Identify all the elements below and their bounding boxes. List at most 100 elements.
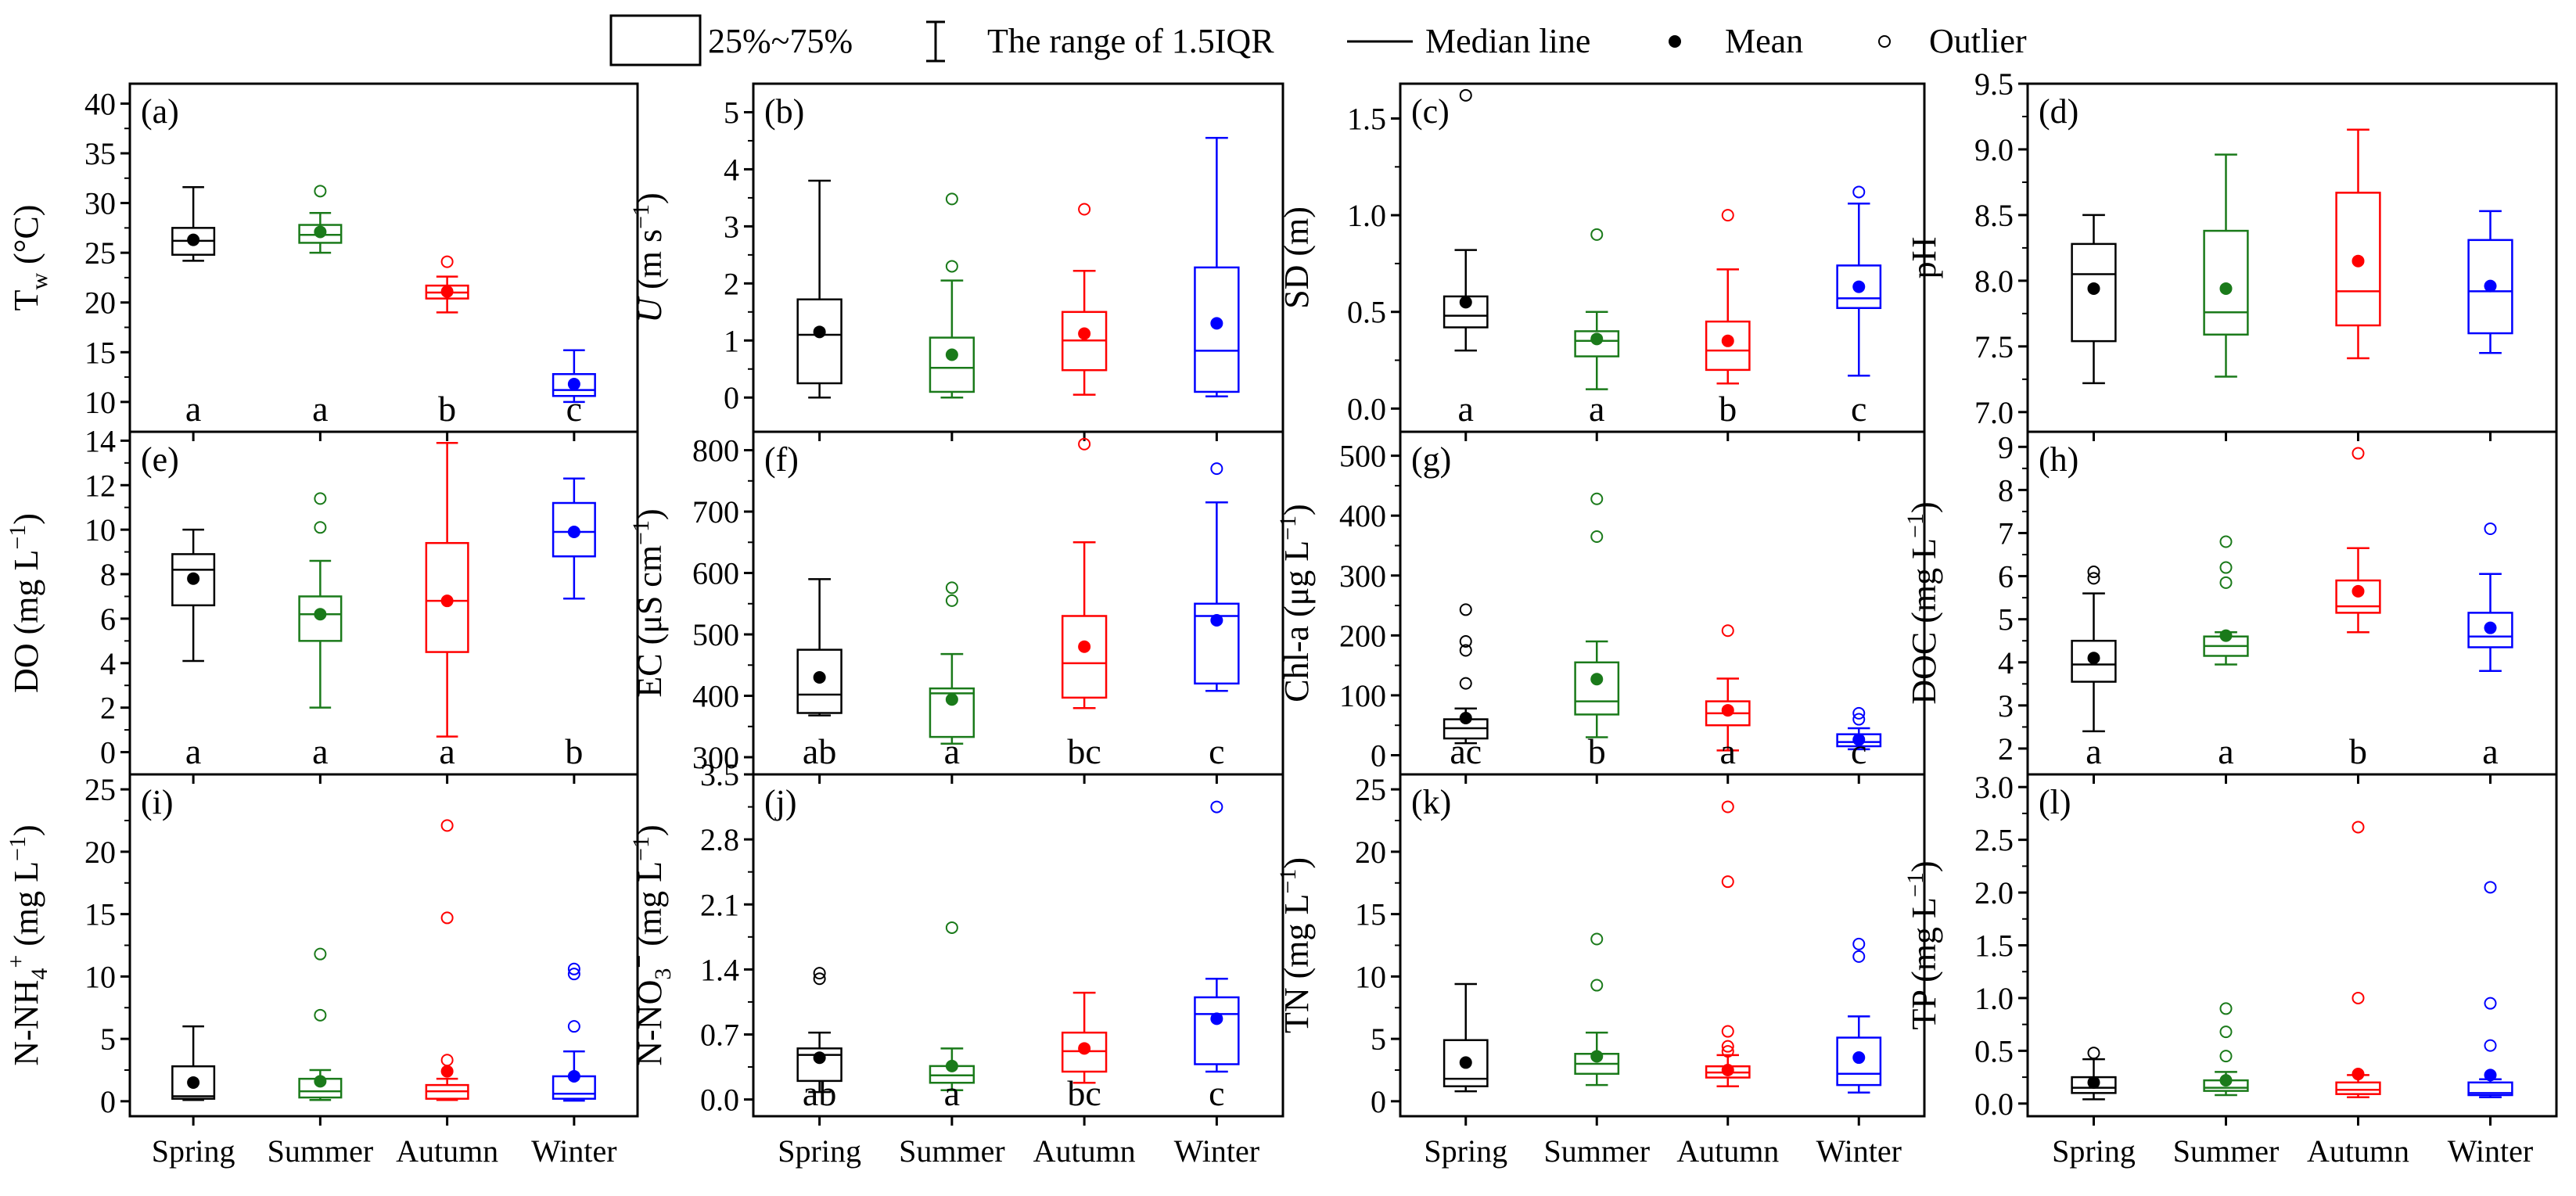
iqr-box <box>1194 602 1240 685</box>
y-tick-label: 10 <box>1355 959 1386 994</box>
mean-point <box>2484 621 2497 634</box>
mean-point <box>1852 733 1866 746</box>
mean-point <box>945 348 958 361</box>
panel-label: (k) <box>1411 783 1451 821</box>
mean-point <box>1590 673 1604 686</box>
mean-point <box>813 325 826 339</box>
box-summer <box>1574 932 1620 1086</box>
outlier-point <box>567 1020 580 1033</box>
panel-label: (l) <box>2039 783 2071 821</box>
plot-frame <box>752 82 1284 433</box>
y-label-rest: (mg L <box>631 861 669 955</box>
box-spring <box>796 179 842 399</box>
box-spring <box>2071 214 2117 385</box>
panel-j: 0.0 0.7 1.4 2.1 2.8 3.5 Spring Summer Autumn Wint… <box>627 757 1284 1169</box>
iqr-box <box>1574 661 1620 716</box>
outlier-point <box>1721 875 1734 889</box>
outlier-point <box>314 947 327 961</box>
box-autumn <box>1061 203 1108 396</box>
plot-frame <box>128 430 639 776</box>
legend-outlier-label: Outlier <box>1929 22 2027 60</box>
outlier-point <box>440 911 454 925</box>
plot-frame <box>2026 430 2558 776</box>
iqr-box <box>1061 615 1108 699</box>
mean-point <box>1210 613 1223 627</box>
y-tick-label: 15 <box>1355 897 1386 932</box>
y-axis-label: SD (m) <box>1277 207 1316 309</box>
y-tick-label: 0 <box>1371 738 1386 773</box>
box-spring <box>2071 566 2117 733</box>
outlier-point <box>2219 1002 2233 1015</box>
mean-point <box>2219 1074 2233 1087</box>
outlier-point <box>813 972 826 986</box>
outlier-point <box>1721 800 1734 813</box>
box-summer <box>2203 535 2249 666</box>
x-tick-label-autumn: Autumn <box>1676 1133 1779 1169</box>
box-autumn <box>1061 437 1108 709</box>
box-summer <box>298 947 343 1101</box>
box-winter <box>551 477 596 600</box>
y-label-main: DO (mg L <box>7 550 45 693</box>
outlier-point <box>2484 997 2497 1010</box>
mean-point <box>2219 282 2233 295</box>
y-tick-label: 0 <box>1371 1084 1386 1119</box>
y-tick-label: 20 <box>84 286 116 321</box>
box-spring <box>171 185 216 262</box>
box-autumn <box>1705 800 1751 1087</box>
iqr-box <box>2071 639 2117 683</box>
box-summer <box>929 921 975 1091</box>
outlier-point <box>1721 624 1734 638</box>
y-label-end: ) <box>1277 857 1316 869</box>
y-label-main: U <box>631 296 669 323</box>
significance-letter: a <box>1458 389 1474 429</box>
x-tick-label-winter: Winter <box>1816 1133 1902 1169</box>
y-label-rest: (m s <box>631 229 669 298</box>
box-winter <box>1194 137 1240 398</box>
y-label-end: ) <box>631 192 669 204</box>
y-tick-label: 500 <box>692 617 739 652</box>
y-tick-label: 8.5 <box>1974 198 2014 233</box>
outlier-point <box>1459 603 1472 616</box>
mean-point <box>1459 1056 1472 1069</box>
x-tick-label-summer: Summer <box>1543 1133 1650 1169</box>
y-label-end: ) <box>631 508 669 520</box>
outlier-point <box>1459 644 1472 657</box>
y-label-main: pH <box>1905 237 1943 279</box>
y-label-sub: 3 <box>650 968 676 980</box>
y-axis-label: U (m s−1) <box>628 192 669 322</box>
mean-point <box>1721 704 1734 717</box>
y-tick-label: 10 <box>84 959 116 994</box>
iqr-box <box>2467 239 2513 335</box>
y-label-rest: (°C) <box>7 205 45 273</box>
y-tick-label: 25 <box>84 235 116 271</box>
significance-letter: bc <box>1067 1073 1101 1113</box>
y-tick-label: 4 <box>1998 645 2014 681</box>
panel-f: 300 400 500 600 700 800 (f) EC (μS cm−1) ab a bc c <box>628 430 1284 784</box>
iqr-box <box>1836 1036 1882 1086</box>
iqr-box <box>1194 266 1240 393</box>
outlier-point <box>1721 209 1734 222</box>
panel-c: 0.0 0.5 1.0 1.5 (c) SD (m) a a b c <box>1277 82 1926 441</box>
y-tick-label: 1 <box>724 323 739 358</box>
significance-letter: c <box>1851 389 1866 429</box>
y-tick-label: 8 <box>1998 472 2014 508</box>
y-tick-label: 5 <box>1371 1022 1386 1057</box>
mean-point <box>2351 1068 2365 1081</box>
mean-point <box>2484 279 2497 293</box>
outlier-point <box>2087 1047 2100 1060</box>
panel-label: (e) <box>141 440 179 479</box>
y-tick-label: 10 <box>84 385 116 420</box>
mean-point <box>1078 1042 1091 1055</box>
significance-letter: ab <box>803 1073 836 1113</box>
y-tick-label: 12 <box>84 468 116 503</box>
y-tick-label: 7.5 <box>1974 329 2014 365</box>
iqr-box <box>1574 330 1620 357</box>
legend-outlier-symbol <box>1878 35 1891 48</box>
y-tick-label: 400 <box>1339 498 1386 533</box>
mean-point <box>2484 1068 2497 1082</box>
x-tick-label-spring: Spring <box>778 1133 861 1169</box>
box-spring <box>2071 1047 2117 1101</box>
significance-letter: a <box>1589 389 1604 429</box>
mean-point <box>567 1069 580 1083</box>
significance-letter: b <box>1719 389 1737 429</box>
